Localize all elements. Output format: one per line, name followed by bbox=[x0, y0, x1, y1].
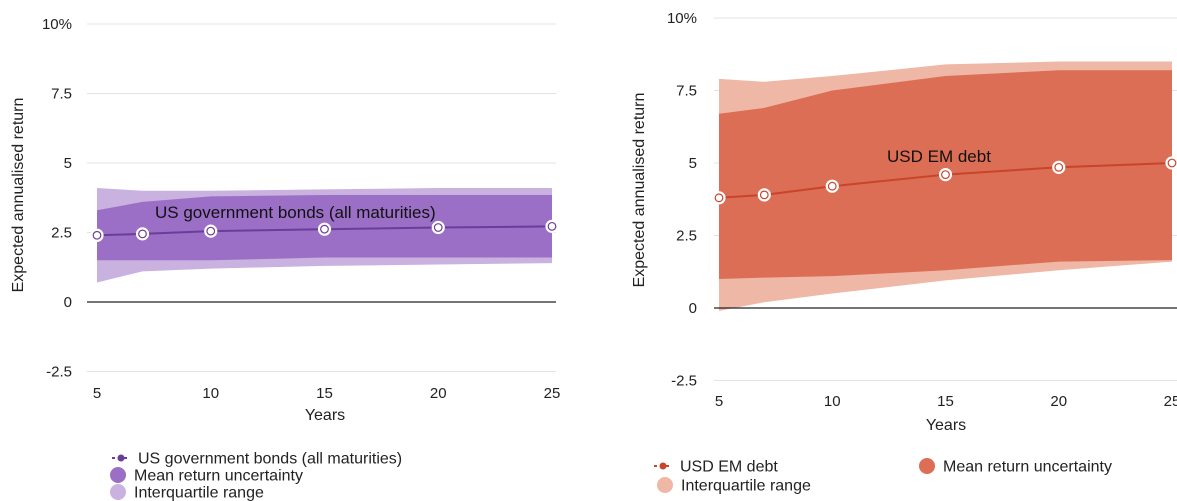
chart-panel-2: -2.5 0 2.5 5 7.5 10% 5 10 15 20 25 Years Expected an… bbox=[631, 10, 1177, 495]
y-tick-label: -2.5 bbox=[46, 364, 72, 381]
legend: USD EM debt Interquartile range Mean retur… bbox=[654, 458, 1112, 495]
series-line bbox=[718, 162, 1173, 199]
y-tick-label: 0 bbox=[689, 300, 697, 317]
x-tick-label: 10 bbox=[202, 385, 219, 402]
x-tick-label: 25 bbox=[544, 385, 561, 402]
y-tick-label: 10% bbox=[667, 10, 697, 27]
data-point-center bbox=[207, 227, 214, 235]
data-point-center bbox=[829, 183, 836, 190]
y-tick-label: -2.5 bbox=[671, 373, 697, 390]
legend: US government bonds (all maturities)Mean… bbox=[110, 451, 402, 501]
y-tick-label: 7.5 bbox=[676, 83, 697, 100]
data-point-center bbox=[435, 224, 442, 231]
data-point-center bbox=[761, 191, 768, 199]
legend-mean-swatch bbox=[919, 458, 935, 474]
x-tick-label: 10 bbox=[824, 393, 841, 410]
x-tick-label: 5 bbox=[715, 393, 723, 410]
x-tick-label: 15 bbox=[316, 385, 333, 402]
legend-mean-swatch bbox=[110, 467, 126, 483]
legend-label: Interquartile range bbox=[681, 478, 811, 495]
legend-label: Mean return uncertainty bbox=[943, 459, 1112, 476]
data-point-center bbox=[139, 230, 146, 238]
x-tick-label: 5 bbox=[93, 385, 101, 402]
series-annotation: USD EM debt bbox=[887, 147, 991, 166]
series-annotation: US government bonds (all maturities) bbox=[155, 203, 436, 222]
x-tick-label: 20 bbox=[430, 385, 447, 402]
y-tick-label: 2.5 bbox=[676, 228, 697, 245]
x-tick-label: 25 bbox=[1164, 393, 1177, 410]
y-axis-title: Expected annualised return bbox=[631, 93, 648, 288]
legend-label: USD EM debt bbox=[680, 459, 778, 476]
data-point-center bbox=[1168, 159, 1176, 167]
legend-label: Mean return uncertainty bbox=[134, 468, 303, 485]
y-tick-label: 5 bbox=[64, 155, 72, 172]
y-tick-label: 10% bbox=[42, 16, 72, 33]
data-point-center bbox=[548, 223, 556, 230]
legend-iqr-swatch bbox=[110, 484, 126, 500]
data-point-center bbox=[942, 171, 949, 178]
data-point-center bbox=[715, 194, 723, 201]
y-tick-label: 0 bbox=[64, 294, 72, 311]
data-point-center bbox=[1055, 164, 1062, 171]
series-line bbox=[96, 225, 553, 237]
x-tick-label: 20 bbox=[1050, 393, 1067, 410]
legend-label: US government bonds (all maturities) bbox=[138, 451, 402, 468]
chart-panel-1: -2.5 0 2.5 5 7.5 10% 5 10 15 20 25 Years Expected an… bbox=[10, 16, 560, 501]
legend-marker-swatch bbox=[117, 454, 125, 462]
y-tick-label: 7.5 bbox=[51, 86, 72, 103]
x-tick-label: 15 bbox=[937, 393, 954, 410]
data-point-center bbox=[321, 225, 328, 233]
x-axis-title: Years bbox=[305, 407, 345, 424]
y-tick-label: 2.5 bbox=[51, 225, 72, 242]
data-point-center bbox=[93, 232, 101, 239]
legend-iqr-swatch bbox=[657, 477, 673, 493]
y-tick-label: 5 bbox=[689, 155, 697, 172]
legend-label: Interquartile range bbox=[134, 485, 264, 501]
y-axis-title: Expected annualised return bbox=[10, 98, 27, 293]
legend-marker-swatch bbox=[659, 462, 667, 470]
x-axis-title: Years bbox=[926, 417, 966, 434]
